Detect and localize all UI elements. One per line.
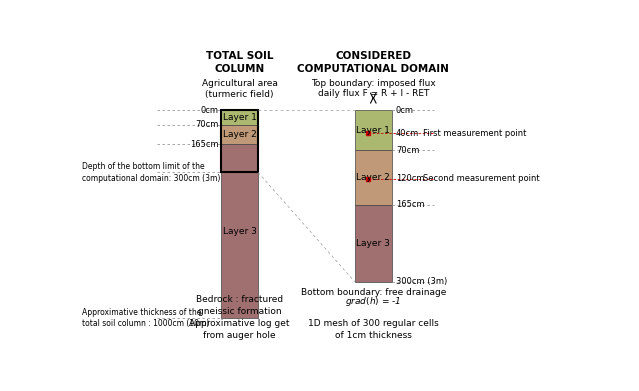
Text: 70cm: 70cm xyxy=(396,146,419,155)
Text: 0cm: 0cm xyxy=(201,106,219,115)
Text: 165cm: 165cm xyxy=(396,200,424,209)
Text: Bedrock : fractured
gneissic formation: Bedrock : fractured gneissic formation xyxy=(196,295,283,316)
Text: Bottom boundary: free drainage: Bottom boundary: free drainage xyxy=(300,288,446,297)
Bar xyxy=(355,204,392,282)
Text: Second measurement point: Second measurement point xyxy=(422,174,539,183)
Bar xyxy=(221,110,258,172)
Text: 0cm: 0cm xyxy=(396,106,414,115)
Text: 300cm (3m): 300cm (3m) xyxy=(396,277,447,286)
Text: Layer 3: Layer 3 xyxy=(222,227,256,236)
Text: Layer 1: Layer 1 xyxy=(357,126,390,135)
Bar xyxy=(221,144,258,318)
Text: $grad(h)$ = -1: $grad(h)$ = -1 xyxy=(345,295,401,308)
Text: daily flux F = R + I - RET: daily flux F = R + I - RET xyxy=(318,89,429,98)
Bar xyxy=(355,150,392,204)
Text: First measurement point: First measurement point xyxy=(422,129,526,138)
Bar xyxy=(355,110,392,150)
Text: Agricultural area
(turmeric field): Agricultural area (turmeric field) xyxy=(202,79,277,99)
Text: Approximative log get
from auger hole: Approximative log get from auger hole xyxy=(189,319,290,340)
Text: Top boundary: imposed flux: Top boundary: imposed flux xyxy=(311,79,436,88)
Text: Depth of the bottom limit of the
computational domain: 300cm (3m): Depth of the bottom limit of the computa… xyxy=(82,162,220,183)
Text: 1D mesh of 300 regular cells
of 1cm thickness: 1D mesh of 300 regular cells of 1cm thic… xyxy=(308,319,438,340)
Text: Layer 1: Layer 1 xyxy=(222,113,256,122)
Text: 40cm: 40cm xyxy=(396,129,419,138)
Text: Layer 2: Layer 2 xyxy=(357,173,390,182)
Bar xyxy=(221,125,258,144)
Bar xyxy=(221,110,258,125)
Text: TOTAL SOIL
COLUMN: TOTAL SOIL COLUMN xyxy=(206,52,273,74)
Text: Approximative thickness of the
total soil column : 1000cm (10m): Approximative thickness of the total soi… xyxy=(82,308,210,328)
Text: CONSIDERED
COMPUTATIONAL DOMAIN: CONSIDERED COMPUTATIONAL DOMAIN xyxy=(297,52,449,74)
Text: 120cm: 120cm xyxy=(396,174,424,183)
Text: 165cm: 165cm xyxy=(190,140,219,149)
Text: 70cm: 70cm xyxy=(195,120,219,129)
Text: Layer 3: Layer 3 xyxy=(357,239,390,248)
Text: Layer 2: Layer 2 xyxy=(223,130,256,139)
